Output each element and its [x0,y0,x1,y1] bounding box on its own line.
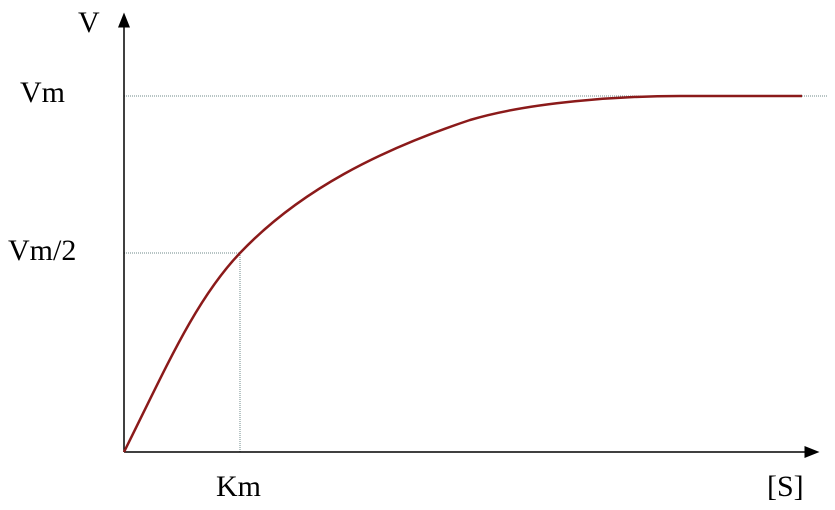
y-axis-label: V [78,6,100,39]
x-axis-label: [S] [767,470,804,503]
half-vmax-label: Vm/2 [8,234,77,267]
vmax-label: Vm [20,76,65,109]
rate-curve [122,94,802,453]
km-label: Km [216,470,261,503]
